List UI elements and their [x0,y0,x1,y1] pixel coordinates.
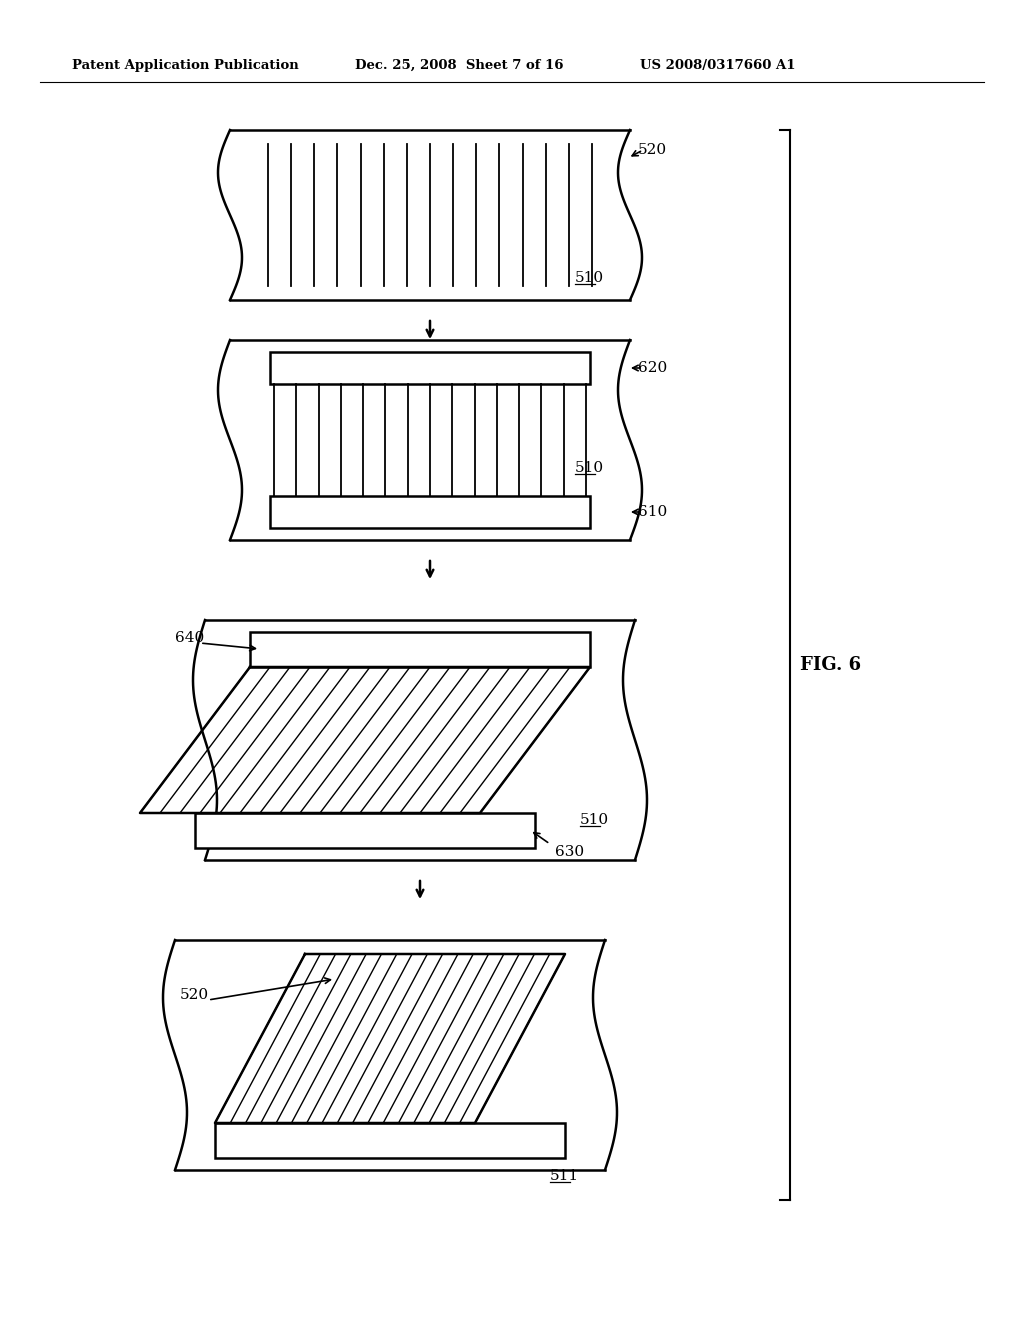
Text: 510: 510 [575,271,604,285]
Text: FIG. 6: FIG. 6 [800,656,861,675]
Bar [195,813,535,847]
Text: US 2008/0317660 A1: US 2008/0317660 A1 [640,58,796,71]
Text: Patent Application Publication: Patent Application Publication [72,58,299,71]
Bar [250,632,590,667]
Text: 510: 510 [580,813,609,828]
Text: Dec. 25, 2008  Sheet 7 of 16: Dec. 25, 2008 Sheet 7 of 16 [355,58,563,71]
Text: 510: 510 [575,461,604,475]
Text: 640: 640 [175,631,204,645]
Text: 520: 520 [638,143,667,157]
Text: 610: 610 [638,506,668,519]
Bar [270,352,590,384]
Bar [215,1123,565,1158]
Text: 620: 620 [638,360,668,375]
Text: 511: 511 [550,1170,580,1183]
Text: 630: 630 [555,845,584,859]
Bar [270,496,590,528]
Text: 520: 520 [180,987,209,1002]
